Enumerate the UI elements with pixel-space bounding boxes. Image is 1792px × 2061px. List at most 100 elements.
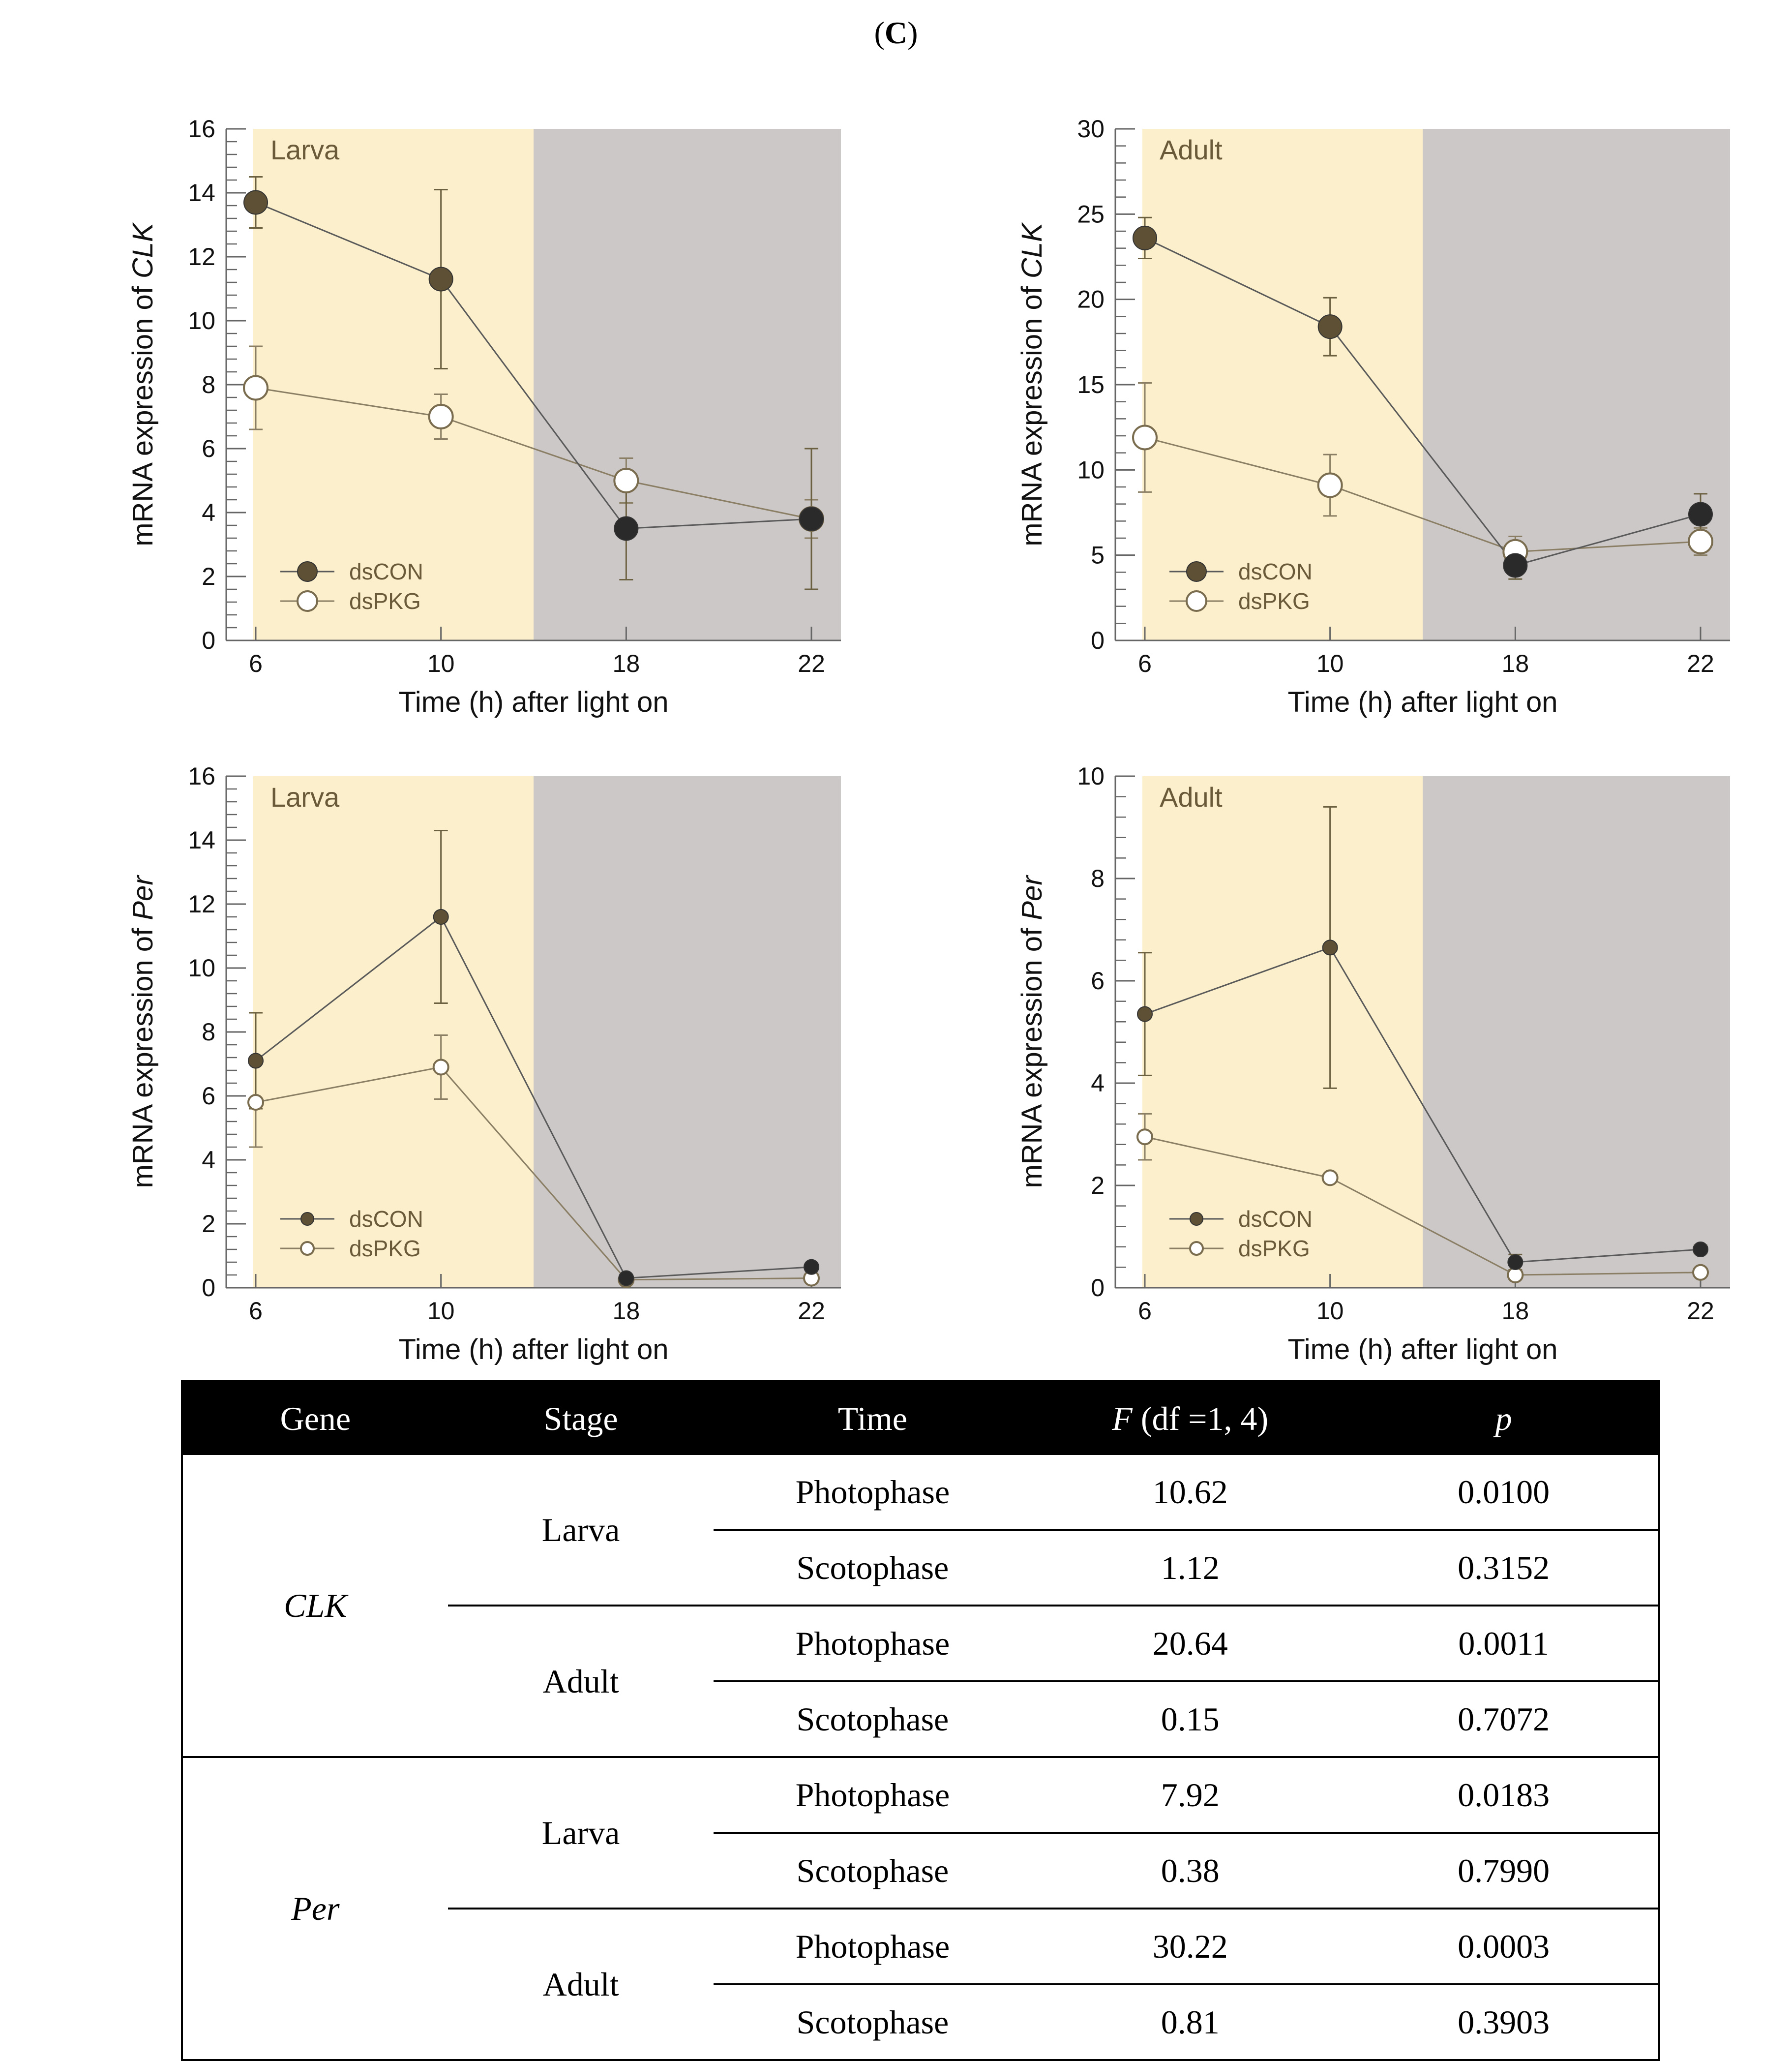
legend-label-dsPKG: dsPKG [349, 1236, 421, 1261]
data-point-dsPKG [428, 404, 454, 429]
y-tick-label: 8 [202, 371, 215, 398]
header-stage: Stage [448, 1381, 714, 1455]
photophase-region [253, 129, 534, 640]
table-header-row: Gene Stage Time F (df =1, 4) p [182, 1381, 1659, 1455]
x-tick-label: 10 [427, 1297, 455, 1325]
series-line-dsCON [1144, 946, 1701, 1263]
x-tick-label: 6 [249, 1297, 263, 1325]
data-point-dsCON [614, 516, 639, 541]
table-row: Scotophase 1.12 0.3152 [182, 1530, 1659, 1606]
x-tick-label: 22 [798, 1297, 825, 1325]
chart-adult-per: 0 2 4 6 8 10 6 10 18 22 Time (h) after light on mRN… [1016, 762, 1730, 1365]
y-tick-label: 2 [1091, 1172, 1105, 1199]
table-row: Adult Photophase 30.22 0.0003 [182, 1909, 1659, 2003]
y-tick-label: 20 [1077, 286, 1105, 313]
y-tick-label: 14 [188, 179, 215, 207]
legend-label-dsPKG: dsPKG [349, 588, 421, 614]
data-point-dsPKG [247, 1094, 264, 1111]
data-point-dsCON [1507, 1254, 1523, 1270]
x-axis-title: Time (h) after light on [398, 1334, 668, 1365]
series-line-dsCON [255, 202, 812, 530]
stage-label: Adult [1160, 134, 1223, 165]
time-cell: Scotophase [714, 1833, 1032, 1909]
scotophase-region [534, 776, 841, 1288]
x-tick-label: 22 [1687, 650, 1714, 677]
f-cell: 10.62 [1031, 1455, 1349, 1531]
chart-adult-clk: 0 5 10 15 20 25 30 6 10 18 22 Time (h) after light … [1016, 115, 1730, 718]
data-point-dsPKG [432, 1059, 449, 1076]
y-axis-title: mRNA expression of Per [127, 875, 159, 1188]
f-cell: 7.92 [1031, 1757, 1349, 1834]
x-axis-title: Time (h) after light on [398, 686, 668, 718]
data-point-dsCON [1137, 1006, 1153, 1022]
time-cell: Scotophase [714, 1530, 1032, 1606]
series-line-dsPKG [1144, 1136, 1701, 1276]
y-tick-label: 12 [188, 243, 215, 271]
y-axis-title: mRNA expression of Per [1016, 875, 1048, 1188]
scotophase-region [1423, 129, 1730, 640]
data-point-dsPKG [613, 468, 639, 493]
header-f: F (df =1, 4) [1031, 1381, 1349, 1455]
data-point-dsCON [1322, 940, 1338, 956]
y-tick-label: 10 [1077, 456, 1105, 484]
legend-marker-dsCON [300, 1212, 314, 1226]
p-cell: 0.0100 [1349, 1455, 1659, 1531]
y-tick-label: 15 [1077, 371, 1105, 398]
anova-table: Gene Stage Time F (df =1, 4) p CLK Larva… [181, 1380, 1660, 2061]
table-row: Scotophase 0.81 0.3903 [182, 1984, 1659, 2060]
y-tick-label: 5 [1091, 542, 1105, 569]
time-cell: Photophase [714, 1909, 1032, 1985]
gene-cell: Per [291, 1889, 340, 1927]
time-cell: Photophase [714, 1757, 1032, 1834]
data-point-dsCON [1503, 553, 1528, 578]
legend-label-dsPKG: dsPKG [1238, 588, 1310, 614]
header-gene: Gene [182, 1381, 448, 1455]
chart-larva-per: 0 2 4 6 8 10 12 14 16 6 10 18 22 Time (h) after light… [127, 762, 841, 1365]
scotophase-region [534, 129, 841, 640]
y-tick-label: 25 [1077, 200, 1105, 228]
y-axis-title: mRNA expression of CLK [1016, 222, 1048, 546]
x-tick-label: 22 [1687, 1297, 1714, 1325]
data-point-dsPKG [1132, 424, 1158, 451]
stage-label: Adult [1160, 782, 1223, 813]
y-tick-label: 6 [202, 435, 215, 462]
legend-marker-dsPKG [300, 1241, 315, 1256]
data-point-dsCON [799, 507, 824, 531]
p-cell: 0.7072 [1349, 1681, 1659, 1758]
scotophase-region [1423, 776, 1730, 1288]
data-point-dsPKG [1688, 528, 1713, 554]
legend-label-dsCON: dsCON [349, 1206, 423, 1232]
y-tick-label: 6 [1091, 967, 1105, 995]
header-p: p [1349, 1381, 1659, 1455]
legend-label-dsCON: dsCON [1238, 559, 1313, 584]
stage-label: Larva [270, 782, 340, 813]
y-tick-label: 10 [188, 954, 215, 982]
legend-marker-dsPKG [1189, 1241, 1204, 1256]
y-tick-label: 16 [188, 762, 215, 790]
panel-label: (C) [874, 15, 918, 50]
y-axis-title: mRNA expression of CLK [127, 222, 159, 546]
data-point-dsCON [618, 1270, 634, 1286]
p-cell: 0.0183 [1349, 1757, 1659, 1834]
y-tick-label: 0 [202, 1274, 215, 1302]
time-cell: Photophase [714, 1455, 1032, 1531]
legend-marker-dsPKG [1186, 590, 1207, 612]
y-tick-label: 10 [188, 307, 215, 334]
x-tick-label: 18 [1502, 650, 1529, 677]
series-line-dsPKG [255, 1066, 812, 1281]
y-tick-label: 2 [202, 563, 215, 590]
table-row: Per Larva Photophase 7.92 0.0183 [182, 1757, 1659, 1927]
x-tick-label: 10 [427, 650, 455, 677]
series-line-dsPKG [255, 387, 812, 520]
legend-label-dsPKG: dsPKG [1238, 1236, 1310, 1261]
data-point-dsCON [1133, 225, 1157, 250]
y-tick-label: 4 [1091, 1069, 1105, 1097]
stage-cell: Larva [448, 1455, 714, 1606]
data-point-dsCON [243, 190, 268, 215]
time-cell: Scotophase [796, 2003, 949, 2041]
f-cell: 0.81 [1161, 2003, 1220, 2041]
y-tick-label: 8 [1091, 865, 1105, 892]
f-cell: 0.15 [1031, 1681, 1349, 1758]
data-point-dsCON [1317, 314, 1343, 339]
x-tick-label: 18 [1502, 1297, 1529, 1325]
